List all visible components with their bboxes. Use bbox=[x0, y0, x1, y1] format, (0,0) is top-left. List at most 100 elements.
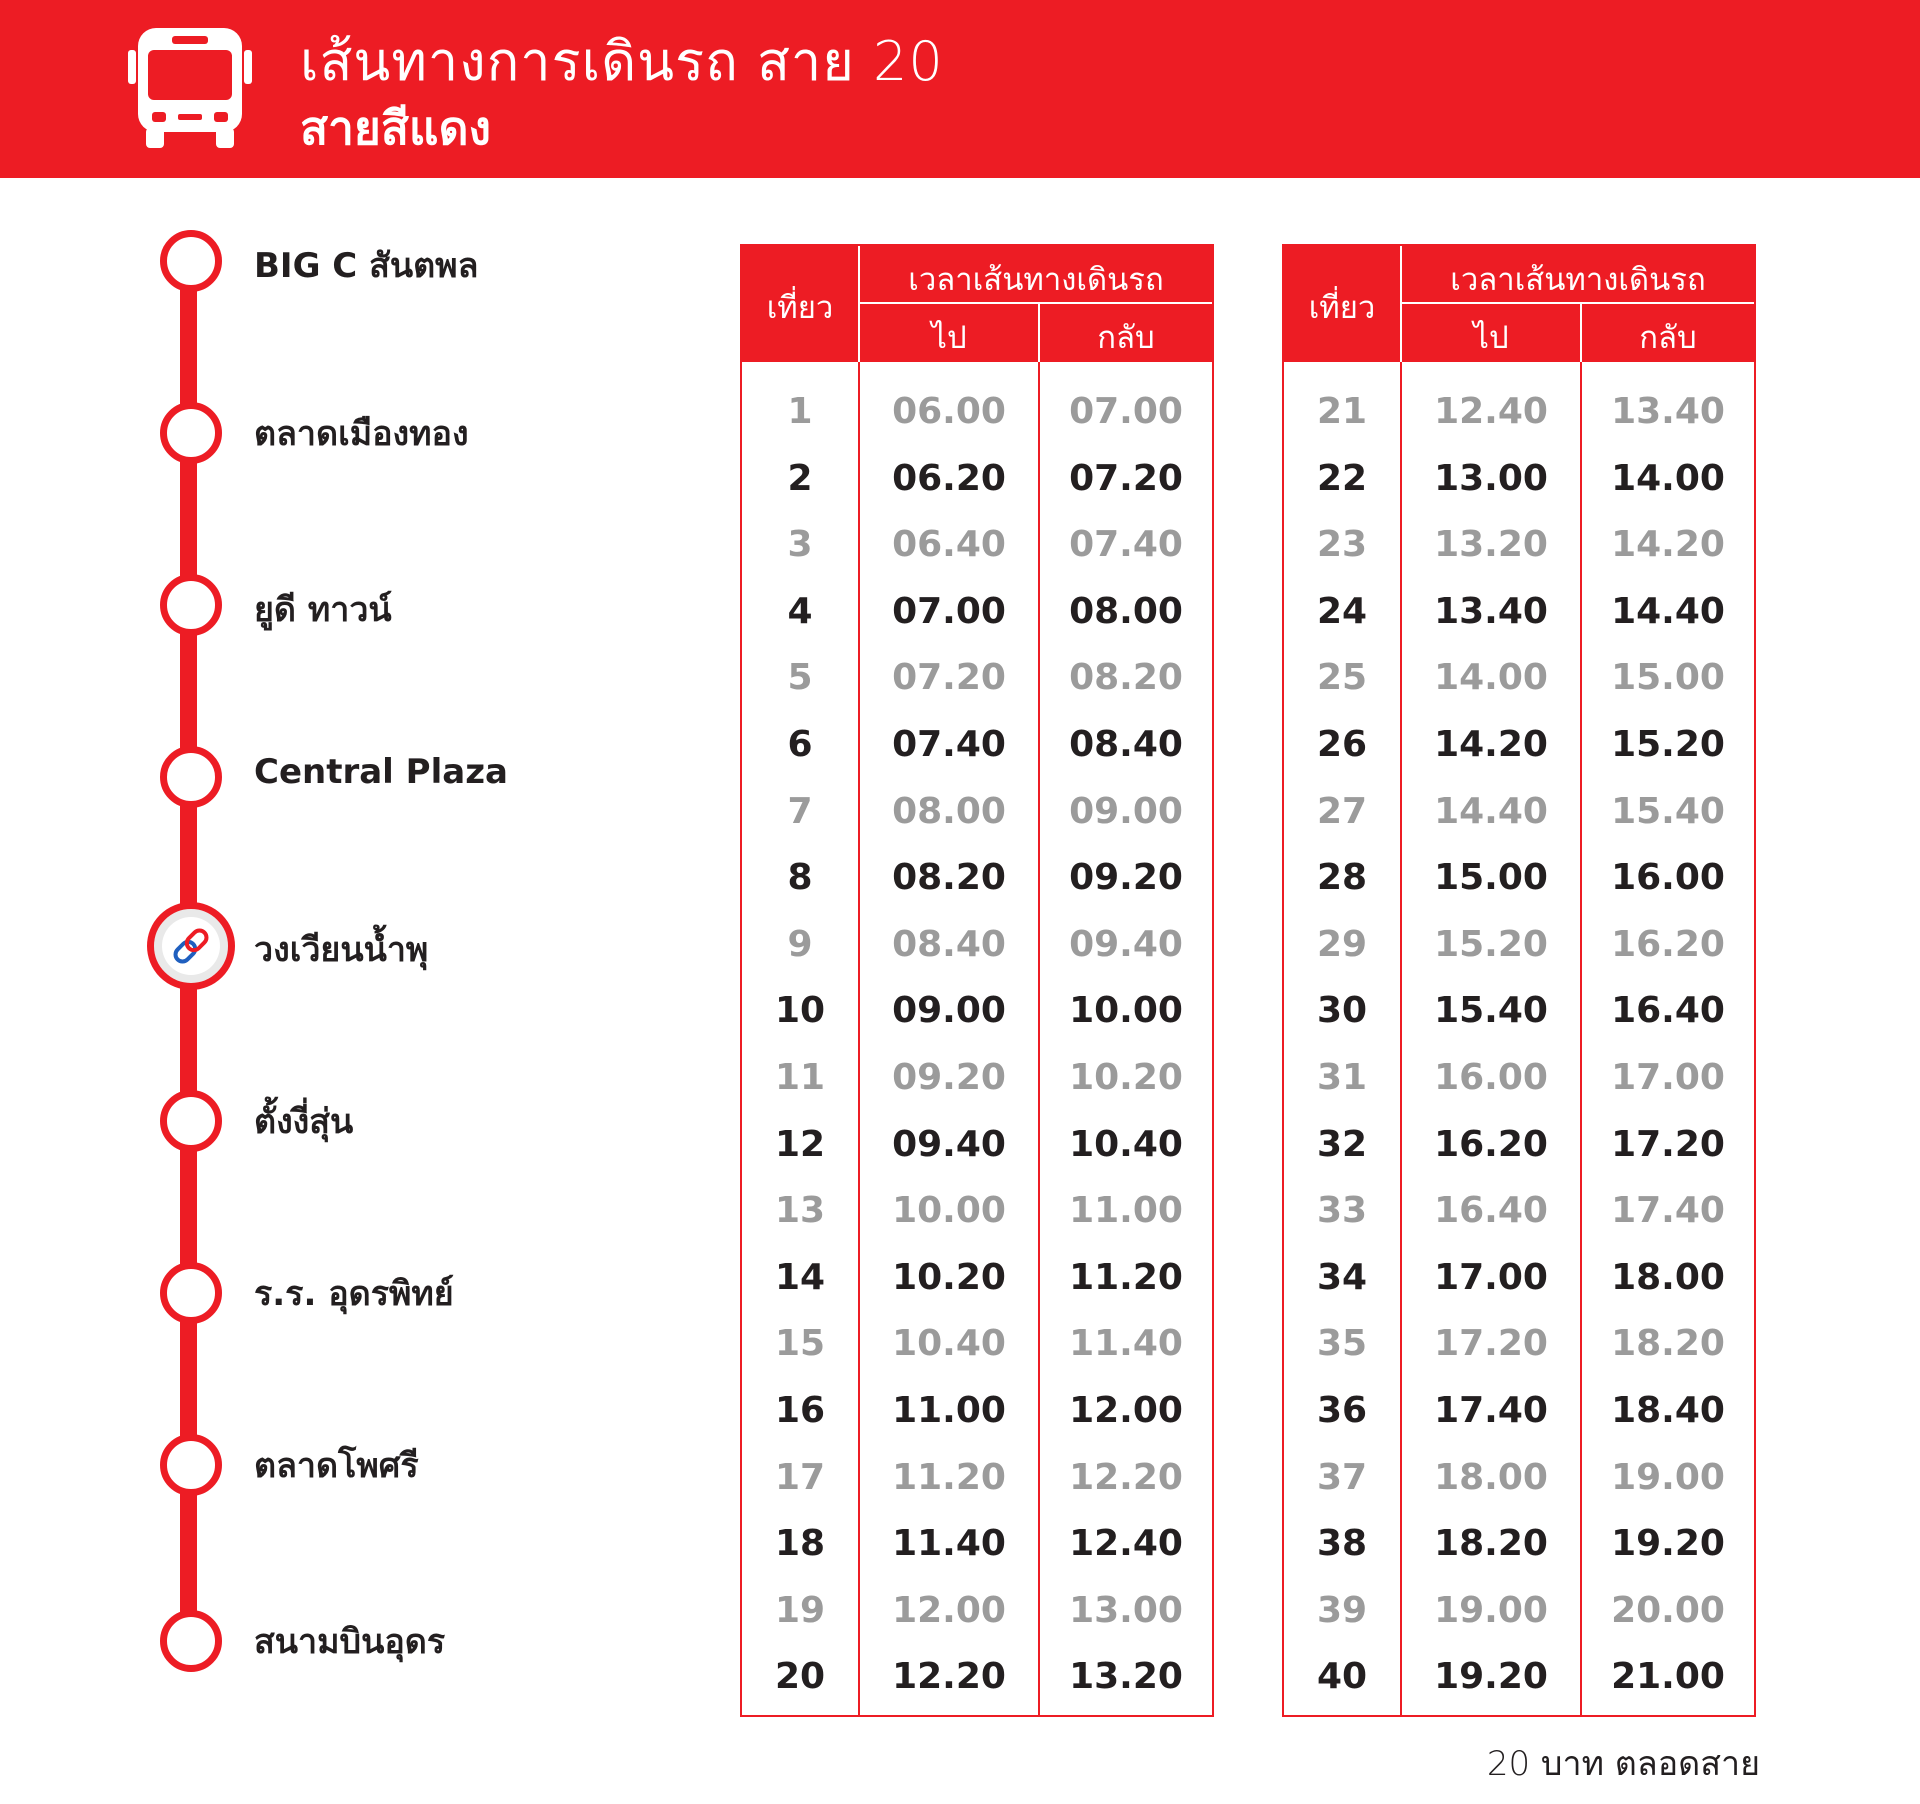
time-column-header: เวลาเส้นทางเดินรถ bbox=[1450, 262, 1706, 298]
outbound-time: 19.20 bbox=[1434, 1656, 1548, 1698]
transfer-link-icon bbox=[173, 928, 209, 964]
stop-circle-icon bbox=[160, 1262, 222, 1324]
table-row: 25 14.00 15.00 bbox=[1284, 645, 1754, 711]
trip-number: 3 bbox=[787, 524, 813, 566]
return-time: 16.20 bbox=[1611, 923, 1725, 965]
return-time: 10.40 bbox=[1069, 1123, 1183, 1165]
outbound-time: 09.40 bbox=[892, 1123, 1006, 1165]
return-time: 15.00 bbox=[1611, 657, 1725, 699]
header-banner: เส้นทางการเดินรถ สาย 20 สายสีแดง bbox=[0, 0, 1920, 178]
stop-label: ตั้งงี่สุ่น bbox=[254, 1102, 354, 1142]
trip-number: 7 bbox=[787, 790, 813, 832]
stop-circle-icon bbox=[160, 1434, 222, 1496]
stop-circle-icon bbox=[160, 1610, 222, 1672]
table-row: 34 17.00 18.00 bbox=[1284, 1245, 1754, 1311]
trip-number: 23 bbox=[1316, 524, 1368, 566]
stop-label: Central Plaza bbox=[254, 752, 508, 792]
outbound-column-header: ไป bbox=[1473, 320, 1509, 356]
table-row: 32 16.20 17.20 bbox=[1284, 1112, 1754, 1178]
outbound-time: 06.40 bbox=[892, 524, 1006, 566]
stop-label: ยูดี ทาวน์ bbox=[254, 590, 392, 630]
return-time: 09.40 bbox=[1069, 923, 1183, 965]
outbound-time: 15.00 bbox=[1434, 857, 1548, 899]
return-time: 09.20 bbox=[1069, 857, 1183, 899]
stop-label: สนามบินอุดร bbox=[254, 1622, 446, 1662]
outbound-time: 08.00 bbox=[892, 790, 1006, 832]
outbound-time: 14.20 bbox=[1434, 724, 1548, 765]
outbound-time: 16.00 bbox=[1434, 1057, 1548, 1098]
stop-label: ตลาดเมืองทอง bbox=[254, 414, 469, 454]
stop-label: วงเวียนน้ำพุ bbox=[254, 930, 429, 970]
outbound-time: 08.40 bbox=[892, 923, 1006, 965]
table-row: 23 13.20 14.20 bbox=[1284, 512, 1754, 578]
table-row: 22 13.00 14.00 bbox=[1284, 446, 1754, 512]
table-row: 17 11.20 12.20 bbox=[742, 1445, 1212, 1511]
stop-label: BIG C สันตพล bbox=[254, 246, 479, 286]
return-time: 15.20 bbox=[1611, 724, 1725, 765]
stop-circle-icon bbox=[160, 402, 222, 464]
trip-number: 25 bbox=[1316, 657, 1368, 699]
return-time: 21.00 bbox=[1611, 1656, 1725, 1698]
outbound-time: 09.20 bbox=[892, 1057, 1006, 1098]
trip-number: 16 bbox=[774, 1390, 826, 1431]
table-row: 2 06.20 07.20 bbox=[742, 446, 1212, 512]
route-color-subtitle: สายสีแดง bbox=[300, 101, 491, 155]
table-row: 12 09.40 10.40 bbox=[742, 1112, 1212, 1178]
outbound-time: 10.00 bbox=[892, 1190, 1006, 1232]
stop-circle-icon bbox=[160, 1090, 222, 1152]
trip-number: 2 bbox=[787, 457, 813, 499]
table-header: เที่ยว เวลาเส้นทางเดินรถ ไป กลับ bbox=[742, 246, 1212, 362]
outbound-time: 19.00 bbox=[1434, 1589, 1548, 1631]
table-row: 16 11.00 12.00 bbox=[742, 1378, 1212, 1444]
trip-number: 18 bbox=[774, 1523, 826, 1565]
outbound-time: 13.00 bbox=[1434, 457, 1548, 499]
return-time: 11.00 bbox=[1069, 1190, 1183, 1232]
outbound-time: 17.00 bbox=[1434, 1256, 1548, 1298]
time-column-header: เวลาเส้นทางเดินรถ bbox=[908, 262, 1164, 298]
trip-number: 20 bbox=[774, 1656, 826, 1698]
trip-number: 13 bbox=[774, 1190, 826, 1232]
trip-number: 32 bbox=[1316, 1123, 1368, 1165]
trip-number: 31 bbox=[1316, 1057, 1368, 1098]
trip-number: 4 bbox=[787, 590, 813, 632]
outbound-time: 07.00 bbox=[892, 590, 1006, 632]
return-time: 16.00 bbox=[1611, 857, 1725, 899]
outbound-time: 11.20 bbox=[892, 1456, 1006, 1498]
transfer-stop bbox=[147, 902, 235, 990]
table-row: 28 15.00 16.00 bbox=[1284, 845, 1754, 911]
table-row: 9 08.40 09.40 bbox=[742, 912, 1212, 978]
table-row: 36 17.40 18.40 bbox=[1284, 1378, 1754, 1444]
outbound-time: 12.00 bbox=[892, 1589, 1006, 1631]
table-row: 40 19.20 21.00 bbox=[1284, 1644, 1754, 1710]
outbound-column-header: ไป bbox=[931, 320, 967, 356]
outbound-time: 12.20 bbox=[892, 1656, 1006, 1698]
trip-number: 29 bbox=[1316, 923, 1368, 965]
table-row: 11 09.20 10.20 bbox=[742, 1045, 1212, 1111]
outbound-time: 13.20 bbox=[1434, 524, 1548, 566]
table-row: 1 06.00 07.00 bbox=[742, 379, 1212, 445]
table-row: 19 12.00 13.00 bbox=[742, 1578, 1212, 1644]
table-row: 26 14.20 15.20 bbox=[1284, 712, 1754, 778]
table-row: 20 12.20 13.20 bbox=[742, 1644, 1212, 1710]
table-row: 8 08.20 09.20 bbox=[742, 845, 1212, 911]
outbound-time: 16.20 bbox=[1434, 1123, 1548, 1165]
outbound-time: 09.00 bbox=[892, 990, 1006, 1032]
return-time: 13.40 bbox=[1611, 391, 1725, 432]
outbound-time: 15.20 bbox=[1434, 923, 1548, 965]
return-time: 14.40 bbox=[1611, 590, 1725, 632]
table-row: 6 07.40 08.40 bbox=[742, 712, 1212, 778]
return-time: 10.00 bbox=[1069, 990, 1183, 1032]
trip-number: 26 bbox=[1316, 724, 1368, 765]
return-time: 20.00 bbox=[1611, 1589, 1725, 1631]
outbound-time: 14.00 bbox=[1434, 657, 1548, 699]
table-row: 10 09.00 10.00 bbox=[742, 978, 1212, 1044]
return-time: 16.40 bbox=[1611, 990, 1725, 1032]
stop-label: ร.ร. อุดรพิทย์ bbox=[254, 1274, 454, 1314]
return-time: 11.20 bbox=[1069, 1256, 1183, 1298]
trip-number: 34 bbox=[1316, 1256, 1368, 1298]
return-time: 12.40 bbox=[1069, 1523, 1183, 1565]
table-row: 27 14.40 15.40 bbox=[1284, 779, 1754, 845]
table-row: 18 11.40 12.40 bbox=[742, 1511, 1212, 1577]
outbound-time: 12.40 bbox=[1434, 391, 1548, 432]
outbound-time: 11.40 bbox=[892, 1523, 1006, 1565]
